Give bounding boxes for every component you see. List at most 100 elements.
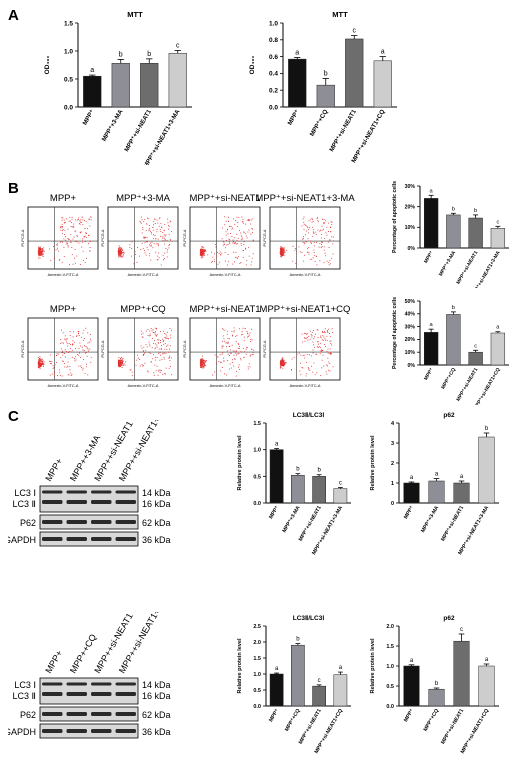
flow-dot — [57, 242, 59, 244]
flow-dot — [54, 364, 56, 366]
flow-dot — [229, 243, 231, 245]
flow-dot — [67, 374, 69, 376]
flow-dot — [233, 261, 235, 263]
flow-dot — [307, 366, 309, 368]
flow-dot — [227, 342, 229, 344]
flow-x-label: Annexin-V-FITC-A — [128, 384, 159, 388]
flow-dot — [147, 217, 148, 219]
flow-dot — [324, 237, 326, 239]
flow-dot — [305, 333, 307, 335]
flow-dot — [227, 341, 229, 343]
flow-dot — [251, 257, 253, 259]
flow-dot — [217, 263, 219, 265]
flow-dot — [304, 243, 306, 245]
flow-dot — [160, 223, 162, 225]
flow-dot — [303, 260, 305, 262]
flow-dot — [313, 233, 315, 235]
flow-dot — [62, 352, 64, 354]
flow-dot — [281, 248, 283, 249]
flow-dot — [281, 364, 283, 366]
blot-band — [115, 729, 136, 733]
flow-dot — [203, 253, 205, 255]
flow-dot — [213, 258, 215, 260]
flow-dot — [212, 256, 214, 258]
y-tick-label: 1.0 — [64, 48, 73, 55]
flow-dot — [331, 257, 333, 259]
flow-dot — [312, 257, 314, 259]
flow-dot — [40, 249, 42, 251]
flow-dot — [301, 225, 303, 227]
flow-dot — [144, 219, 146, 221]
flow-dot — [245, 223, 247, 225]
flow-dot — [304, 357, 306, 359]
flow-dot — [315, 234, 317, 235]
flow-dot — [168, 338, 169, 340]
flow-dot — [63, 342, 65, 344]
bar — [446, 314, 461, 366]
flow-dot — [280, 249, 282, 251]
flow-dot — [281, 358, 283, 360]
blot-box — [39, 485, 139, 513]
flow-dot — [201, 250, 203, 252]
flow-dot — [65, 338, 67, 340]
flow-dot — [232, 350, 234, 352]
flow-y-label: PI-PCG-A — [183, 340, 187, 357]
flow-dot — [41, 250, 43, 252]
category-label: MPP⁺+si-NEAT1 — [455, 367, 479, 403]
flow-dot — [121, 251, 123, 253]
blot-box — [39, 514, 139, 530]
flow-dot — [229, 354, 230, 356]
flow-dot — [64, 234, 65, 235]
flow-dot — [38, 367, 40, 368]
flow-dot — [320, 335, 322, 337]
blot-band — [66, 520, 87, 524]
flow-dot — [63, 238, 65, 240]
flow-dot — [54, 373, 56, 375]
flow-dot — [39, 361, 40, 363]
flow-dot — [60, 357, 62, 359]
flow-dot — [120, 363, 121, 365]
flow-dot — [331, 328, 333, 330]
significance-letter: b — [452, 305, 455, 311]
flow-dot — [39, 363, 41, 365]
flow-x-label: Annexin-V-FITC-A — [290, 384, 321, 388]
flow-dot — [160, 342, 161, 343]
flow-dot — [71, 254, 73, 256]
flow-dot — [328, 361, 330, 363]
flow-dot — [38, 249, 39, 251]
flow-dot — [62, 360, 64, 362]
flow-dot — [232, 227, 234, 229]
flow-dot — [227, 254, 229, 255]
flow-dot — [323, 336, 325, 338]
flow-dot — [322, 334, 324, 336]
flow-dot — [243, 336, 245, 338]
flow-dot — [66, 351, 68, 352]
flow-dot — [308, 247, 309, 249]
flow-dot — [313, 231, 315, 233]
flow-dot — [242, 218, 244, 220]
flow-dot — [329, 370, 331, 372]
flow-dot — [142, 332, 144, 334]
flow-dot — [247, 366, 249, 368]
flow-dot — [148, 341, 150, 343]
flow-dot — [84, 352, 86, 354]
flow-dot — [157, 222, 159, 224]
flow-dot — [280, 365, 282, 367]
y-tick-label: 0.5 — [253, 474, 261, 480]
flow-dot — [150, 230, 152, 232]
flow-dot — [147, 249, 149, 251]
flow-dot — [89, 218, 90, 220]
flow-dot — [63, 256, 65, 257]
flow-dot — [236, 258, 238, 260]
flow-dot — [118, 360, 120, 362]
flow-dot — [305, 234, 306, 236]
y-tick-label: 0.5 — [253, 688, 261, 694]
flow-dot — [239, 230, 240, 232]
flow-dot — [226, 374, 228, 376]
flow-dot — [76, 335, 78, 337]
flow-dot — [158, 218, 160, 220]
flow-dot — [57, 374, 58, 376]
flow-dot — [303, 332, 305, 334]
y-axis-label: Relative protein level — [370, 638, 376, 693]
flow-dot — [65, 339, 67, 341]
